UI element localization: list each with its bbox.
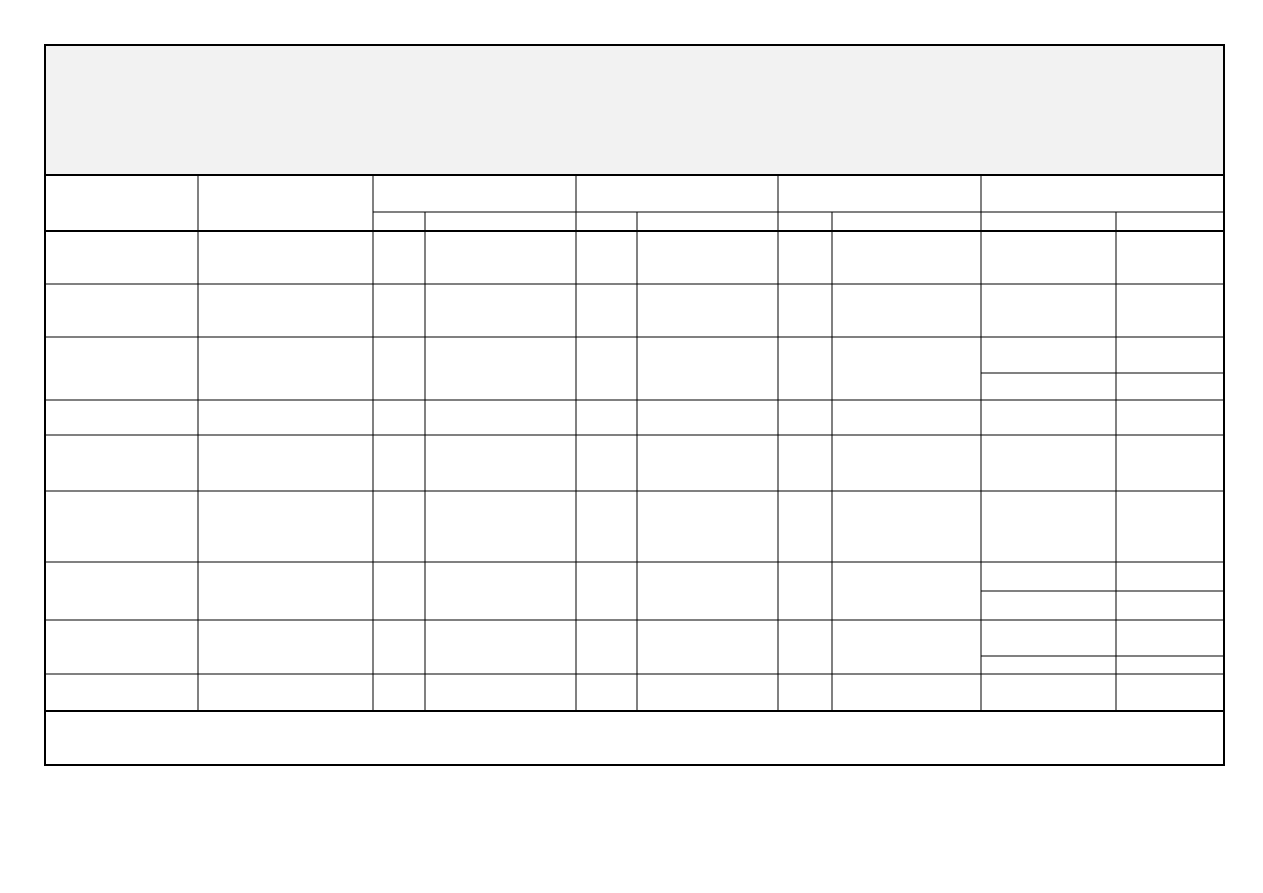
title-band (45, 45, 1224, 175)
outer-border (44, 44, 1225, 766)
